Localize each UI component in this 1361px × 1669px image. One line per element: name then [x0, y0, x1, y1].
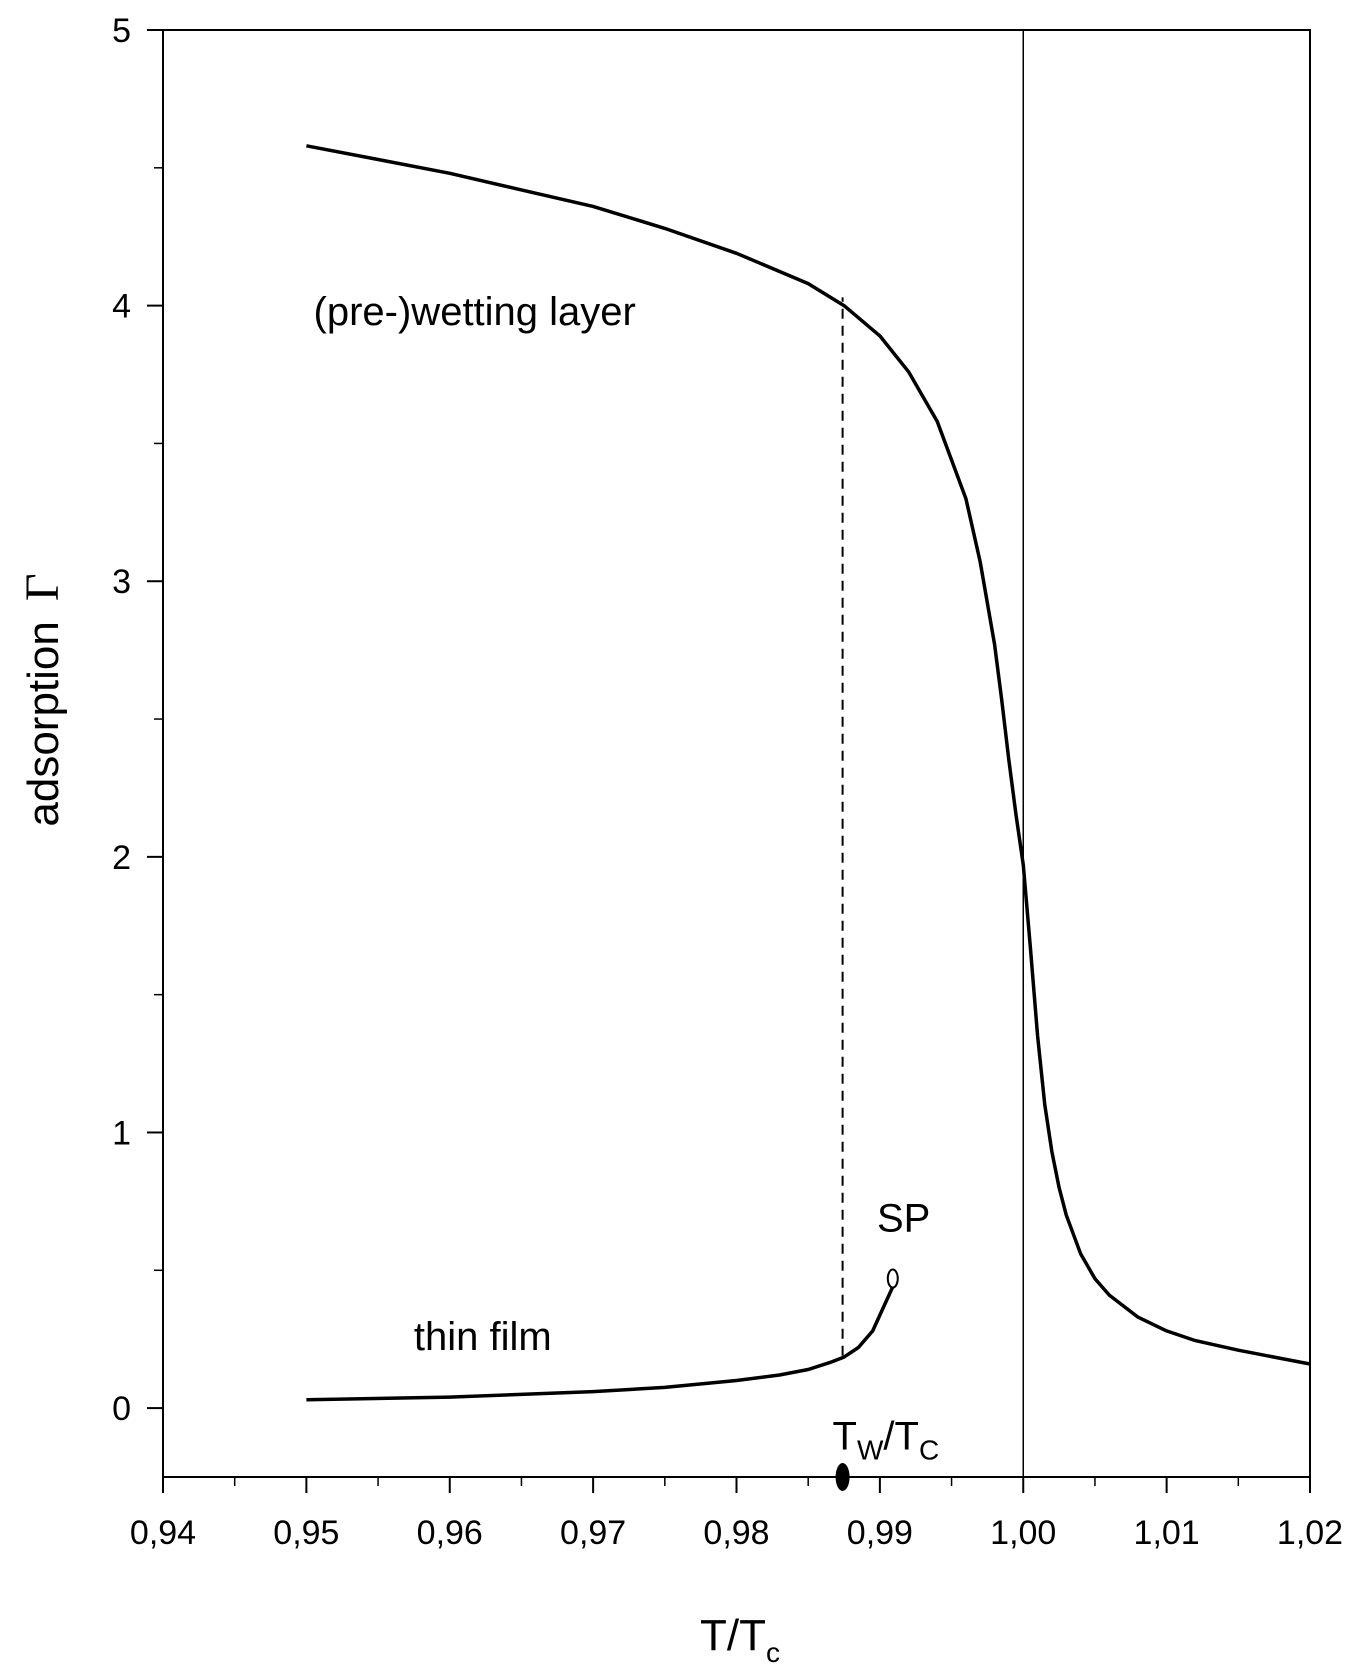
plot-frame — [162, 29, 1311, 1478]
x-tick-label: 0,96 — [417, 1514, 483, 1552]
tick-marks — [147, 29, 1311, 1493]
x-tick-label: 1,00 — [990, 1514, 1056, 1552]
y-tick-label: 2 — [112, 839, 131, 877]
prewetting-layer-label: (pre-)wetting layer — [314, 290, 636, 334]
thin-film-label: thin film — [414, 1315, 552, 1359]
frame — [162, 29, 1311, 1478]
y-tick-label: 0 — [112, 1390, 131, 1428]
sp-label: SP — [877, 1197, 930, 1241]
spinodal-point-marker — [886, 1268, 899, 1289]
x-tick-labels: 0,94 0,95 0,96 0,97 0,98 0,99 1,00 1,01 1,02 — [130, 1514, 1343, 1552]
chart-annotations: (pre-)wetting layer thin film SP TW/TC — [314, 290, 940, 1466]
svg-text:adsorptionΓ: adsorption Γ — [16, 573, 69, 826]
y-axis-title-main: adsorption — [19, 621, 68, 826]
y-axis-title: adsorption Γ — [16, 573, 69, 826]
wetting-temperature-marker — [835, 1463, 850, 1491]
y-tick-label: 3 — [112, 563, 131, 601]
y-tick-label: 4 — [112, 288, 131, 326]
tw-sub-c: C — [919, 1434, 939, 1465]
x-tick-label: 0,94 — [130, 1514, 196, 1552]
y-tick-label: 5 — [112, 12, 131, 50]
tw-slash-t: /T — [883, 1414, 919, 1458]
chart-lines — [306, 30, 1311, 1477]
x-tick-label: 1,02 — [1277, 1514, 1343, 1552]
x-axis-title-main: T/T — [700, 1611, 766, 1660]
x-tick-label: 0,98 — [703, 1514, 769, 1552]
tw-sub-w: W — [857, 1434, 884, 1465]
y-tick-label: 1 — [112, 1114, 131, 1152]
y-tick-labels: 0 1 2 3 4 5 — [112, 12, 131, 1428]
x-tick-label: 0,99 — [847, 1514, 913, 1552]
x-tick-label: 0,95 — [273, 1514, 339, 1552]
x-axis-title: T/Tc — [700, 1611, 780, 1668]
x-axis-title-sub: c — [766, 1637, 780, 1668]
y-axis-title-symbol: Γ — [16, 573, 69, 601]
series-line-prewetting — [306, 144, 1311, 1366]
x-tick-label: 0,97 — [560, 1514, 626, 1552]
series-line-thin_film — [306, 1286, 895, 1402]
tw-tc-label: TW/TC — [833, 1414, 940, 1465]
tw-main: T — [833, 1414, 857, 1458]
x-tick-label: 1,01 — [1134, 1514, 1200, 1552]
chart-markers — [835, 1268, 899, 1491]
